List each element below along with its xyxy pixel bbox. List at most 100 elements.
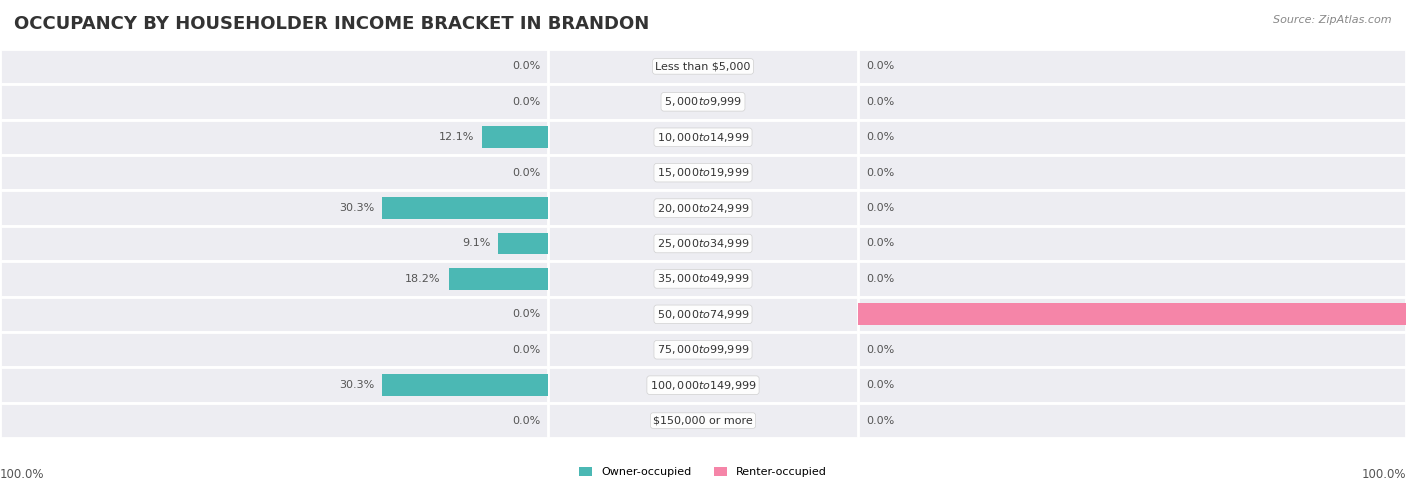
Bar	[548, 155, 858, 190]
Text: $15,000 to $19,999: $15,000 to $19,999	[657, 166, 749, 179]
Bar	[858, 261, 1406, 297]
Bar	[0, 190, 548, 226]
Text: $5,000 to $9,999: $5,000 to $9,999	[664, 95, 742, 108]
Text: 0.0%: 0.0%	[512, 168, 540, 178]
Text: 0.0%: 0.0%	[866, 274, 894, 284]
Text: 9.1%: 9.1%	[461, 239, 491, 248]
Bar	[0, 84, 548, 119]
Text: 0.0%: 0.0%	[512, 415, 540, 426]
Text: 0.0%: 0.0%	[866, 132, 894, 142]
Bar	[858, 226, 1406, 261]
Bar	[482, 126, 548, 148]
Text: 100.0%: 100.0%	[0, 468, 45, 481]
Bar	[0, 332, 548, 368]
Bar	[858, 403, 1406, 438]
Bar	[0, 119, 548, 155]
Bar	[548, 49, 858, 84]
Text: $25,000 to $34,999: $25,000 to $34,999	[657, 237, 749, 250]
Bar	[548, 403, 858, 438]
Text: 0.0%: 0.0%	[866, 97, 894, 107]
Bar	[858, 119, 1406, 155]
Bar	[858, 332, 1406, 368]
Bar	[0, 190, 548, 226]
Bar	[858, 303, 1406, 325]
Bar	[0, 403, 548, 438]
Bar	[548, 261, 858, 297]
Bar	[449, 268, 548, 290]
Text: 12.1%: 12.1%	[439, 132, 474, 142]
Text: 30.3%: 30.3%	[339, 380, 374, 390]
Bar	[548, 84, 858, 119]
Bar	[0, 155, 548, 190]
Text: 18.2%: 18.2%	[405, 274, 440, 284]
Text: 0.0%: 0.0%	[866, 415, 894, 426]
Bar	[548, 119, 858, 155]
Bar	[548, 155, 858, 190]
Bar	[0, 226, 548, 261]
Bar	[858, 49, 1406, 84]
Bar	[548, 332, 858, 368]
Bar	[0, 226, 548, 261]
Bar	[0, 261, 548, 297]
Text: 0.0%: 0.0%	[866, 380, 894, 390]
Bar	[858, 155, 1406, 190]
Bar	[858, 226, 1406, 261]
Bar	[858, 368, 1406, 403]
Bar	[858, 84, 1406, 119]
Bar	[0, 119, 548, 155]
Bar	[858, 84, 1406, 119]
Bar	[548, 368, 858, 403]
Text: Source: ZipAtlas.com: Source: ZipAtlas.com	[1274, 15, 1392, 25]
Bar	[548, 190, 858, 226]
Text: OCCUPANCY BY HOUSEHOLDER INCOME BRACKET IN BRANDON: OCCUPANCY BY HOUSEHOLDER INCOME BRACKET …	[14, 15, 650, 33]
Text: 0.0%: 0.0%	[512, 309, 540, 319]
Bar	[548, 226, 858, 261]
Bar	[0, 368, 548, 403]
Bar	[0, 297, 548, 332]
Bar	[548, 84, 858, 119]
Bar	[382, 197, 548, 219]
Bar	[0, 49, 548, 84]
Text: $20,000 to $24,999: $20,000 to $24,999	[657, 202, 749, 215]
Text: 0.0%: 0.0%	[866, 168, 894, 178]
Text: $10,000 to $14,999: $10,000 to $14,999	[657, 131, 749, 144]
Legend: Owner-occupied, Renter-occupied: Owner-occupied, Renter-occupied	[575, 462, 831, 482]
Bar	[0, 403, 548, 438]
Text: 100.0%: 100.0%	[1361, 468, 1406, 481]
Bar	[858, 297, 1406, 332]
Text: $35,000 to $49,999: $35,000 to $49,999	[657, 272, 749, 285]
Bar	[858, 190, 1406, 226]
Bar	[548, 49, 858, 84]
Text: 0.0%: 0.0%	[866, 345, 894, 355]
Bar	[858, 403, 1406, 438]
Text: $75,000 to $99,999: $75,000 to $99,999	[657, 343, 749, 356]
Bar	[0, 261, 548, 297]
Bar	[0, 84, 548, 119]
Text: 0.0%: 0.0%	[866, 203, 894, 213]
Bar	[0, 155, 548, 190]
Bar	[548, 368, 858, 403]
Text: Less than $5,000: Less than $5,000	[655, 61, 751, 72]
Text: 0.0%: 0.0%	[866, 239, 894, 248]
Bar	[548, 190, 858, 226]
Bar	[548, 226, 858, 261]
Text: $150,000 or more: $150,000 or more	[654, 415, 752, 426]
Bar	[0, 297, 548, 332]
Text: $100,000 to $149,999: $100,000 to $149,999	[650, 379, 756, 392]
Bar	[548, 261, 858, 297]
Bar	[548, 297, 858, 332]
Bar	[0, 332, 548, 368]
Bar	[548, 119, 858, 155]
Bar	[858, 368, 1406, 403]
Text: 0.0%: 0.0%	[512, 345, 540, 355]
Bar	[858, 49, 1406, 84]
Text: 0.0%: 0.0%	[866, 61, 894, 72]
Bar	[0, 368, 548, 403]
Bar	[548, 332, 858, 368]
Bar	[858, 297, 1406, 332]
Bar	[382, 374, 548, 396]
Bar	[548, 403, 858, 438]
Text: 0.0%: 0.0%	[512, 61, 540, 72]
Text: $50,000 to $74,999: $50,000 to $74,999	[657, 308, 749, 321]
Text: 0.0%: 0.0%	[512, 97, 540, 107]
